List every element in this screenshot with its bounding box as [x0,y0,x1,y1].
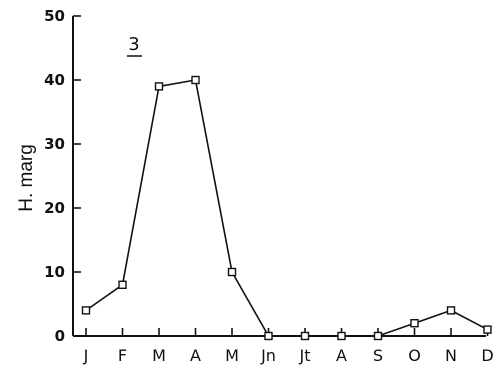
x-tick-labels: J F M A M Jn Jt A S O N D [83,346,494,365]
x-tick-label: Jt [299,346,311,365]
data-point [337,331,346,341]
x-tick-label: M [225,346,239,365]
ticks [73,15,489,337]
x-tick-label: O [408,346,421,365]
series [81,75,492,341]
x-tick-label: F [118,346,127,365]
x-tick-label: A [336,346,347,365]
data-point [446,306,456,315]
data-point [483,325,492,334]
series-line [85,79,488,337]
data-point [191,75,200,85]
x-tick-label: J [83,346,89,365]
x-tick-label: M [152,346,166,365]
y-tick-label: 50 [44,7,65,25]
y-axis-label: H. marg [16,144,37,212]
x-tick-label: Jn [260,346,276,365]
x-tick-label: S [373,346,383,365]
data-point [154,82,164,91]
y-tick-label: 40 [44,71,65,89]
panel-label: 3 [128,34,139,55]
y-tick-label: 0 [55,327,65,345]
y-tick-label: 20 [44,199,65,217]
y-tick-label: 10 [44,263,65,281]
data-point [81,306,91,315]
x-tick-label: N [445,346,457,365]
data-point [227,267,237,277]
x-tick-label: D [481,346,493,365]
data-point [264,331,273,341]
x-tick-label: A [190,346,201,365]
data-point [373,331,383,341]
y-tick-labels: 0 10 20 30 40 50 [44,7,65,345]
data-point [118,280,127,289]
data-point [300,331,310,341]
data-point [410,319,419,328]
y-tick-label: 30 [44,135,65,153]
axes [72,16,486,337]
